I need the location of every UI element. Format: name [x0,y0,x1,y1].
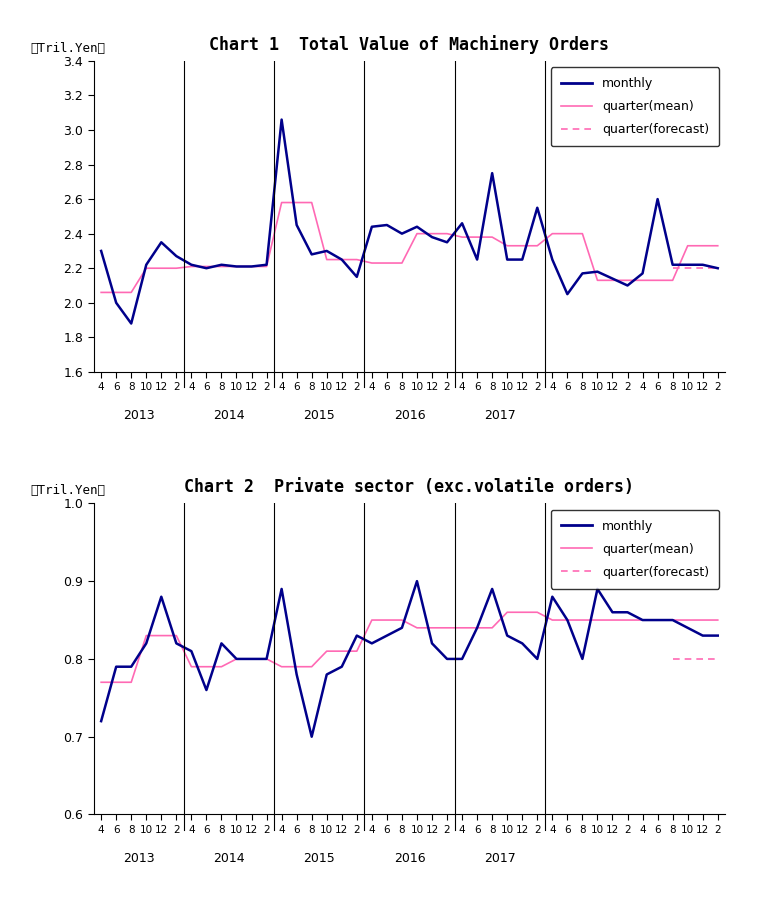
Text: 2013: 2013 [123,851,154,865]
Text: （Tril.Yen）: （Tril.Yen） [30,484,106,497]
Text: 2017: 2017 [484,410,515,422]
Text: 2015: 2015 [303,410,335,422]
Text: 2013: 2013 [123,410,154,422]
Title: Chart 2  Private sector (exc.volatile orders): Chart 2 Private sector (exc.volatile ord… [185,478,635,496]
Title: Chart 1  Total Value of Machinery Orders: Chart 1 Total Value of Machinery Orders [210,35,610,54]
Text: 2015: 2015 [303,851,335,865]
Text: 2017: 2017 [484,851,515,865]
Legend: monthly, quarter(mean), quarter(forecast): monthly, quarter(mean), quarter(forecast… [551,68,719,146]
Text: 2014: 2014 [213,851,245,865]
Text: 2016: 2016 [394,851,426,865]
Text: 2016: 2016 [394,410,426,422]
Text: （Tril.Yen）: （Tril.Yen） [30,41,106,55]
Text: 2014: 2014 [213,410,245,422]
Legend: monthly, quarter(mean), quarter(forecast): monthly, quarter(mean), quarter(forecast… [551,509,719,589]
